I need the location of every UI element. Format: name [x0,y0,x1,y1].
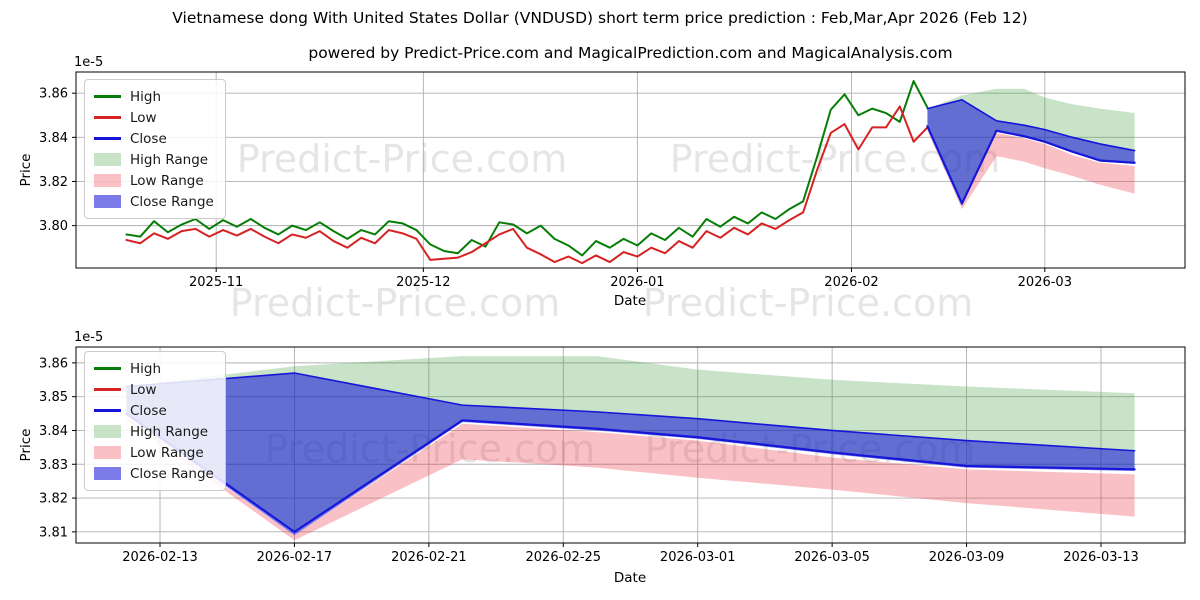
close-range-band [126,373,1135,536]
legend-line-swatch [94,388,121,391]
legend-patch-swatch [94,425,121,438]
legend-item-label: High Range [130,151,209,168]
chart-full-history-and-forecast: 2025-11 2025-12 2026-01 2026-02 2026-03 3.80 3… [18,55,1186,309]
legend-patch-swatch [94,195,121,208]
legend-item-close: Close [94,128,214,149]
y-axis-offset-label: 1e-5 [74,55,103,70]
legend-item-label: Close Range [130,193,214,210]
close-range-upper-line [125,372,1136,452]
plot-border [75,71,1186,269]
legend-item-label: Low [130,109,157,126]
y-tick-label: 3.86 [39,87,68,102]
legend-patch-swatch [94,467,121,480]
y-tick-label: 3.85 [39,390,68,405]
y-tick-label: 3.84 [39,424,68,439]
legend-top-chart: High Low Close High Range Low Range Close Ran… [84,79,226,219]
date-axis-label: Date [614,570,646,586]
y-tick-label: 3.81 [39,525,68,540]
close-range-band [927,99,1135,206]
legend-item-label: Low Range [130,172,204,189]
legend-item-label: High [130,360,162,377]
close-forecast-line [926,125,1136,205]
close-range-upper-line [926,99,1136,152]
legend-patch-swatch [94,174,121,187]
x-tick-label: 2026-03-09 [929,550,1005,565]
figure-title: Vietnamese dong With United States Dolla… [172,9,1028,27]
x-tick-label: 2026-01 [610,275,664,290]
x-tick-label: 2026-03-05 [794,550,870,565]
watermark-text: Predict-Price.com [230,281,561,325]
legend-item-high: High [94,358,214,379]
legend-item-close-range: Close Range [94,191,214,212]
legend-patch-swatch [94,446,121,459]
plot-border [75,346,1186,544]
legend-item-low: Low [94,107,214,128]
y-tick-label: 3.86 [39,356,68,371]
legend-item-high: High [94,86,214,107]
legend-line-swatch [94,137,121,140]
x-tick-label: 2026-03-13 [1063,550,1139,565]
watermark-text: Predict-Price.com [643,281,974,325]
legend-item-label: Low [130,381,157,398]
legend-item-label: Close Range [130,465,214,482]
figure-subtitle: powered by Predict-Price.com and Magical… [308,44,953,62]
legend-item-label: Close [130,130,167,147]
legend-item-low-range: Low Range [94,170,214,191]
legend-item-label: High Range [130,423,209,440]
legend-item-high-range: High Range [94,421,214,442]
legend-line-swatch [94,95,121,98]
legend-item-label: Close [130,402,167,419]
x-tick-label: 2026-02 [824,275,878,290]
x-tick-label: 2025-12 [396,275,450,290]
close-forecast-line [125,412,1136,533]
chart-forecast-detail: 2026-02-13 2026-02-17 2026-02-21 2026-02-25… [18,330,1186,586]
x-tick-label: 2026-02-25 [526,550,602,565]
x-tick-label: 2026-02-13 [122,550,198,565]
legend-item-high-range: High Range [94,149,214,170]
legend-line-swatch [94,116,121,119]
y-tick-label: 3.82 [39,492,68,507]
legend-line-swatch [94,367,121,370]
legend-item-label: Low Range [130,444,204,461]
legend-bottom-chart: High Low Close High Range Low Range Close Ran… [84,351,226,491]
price-axis-label: Price [18,429,34,462]
legend-line-swatch [94,409,121,412]
y-tick-label: 3.84 [39,131,68,146]
low-range-band [927,128,1135,210]
y-axis-offset-label: 1e-5 [74,330,103,345]
x-tick-label: 2026-03-01 [660,550,736,565]
legend-item-label: High [130,88,162,105]
low-line [125,105,929,265]
legend-patch-swatch [94,153,121,166]
watermark-text: Predict-Price.com [237,137,568,181]
y-tick-label: 3.82 [39,175,68,190]
price-axis-label: Price [18,154,34,187]
high-line [125,80,929,257]
low-range-band [126,416,1135,541]
y-tick-label: 3.83 [39,458,68,473]
x-tick-label: 2026-02-17 [257,550,333,565]
legend-item-close-range: Close Range [94,463,214,484]
x-tick-label: 2025-11 [189,275,243,290]
y-tick-label: 3.80 [39,219,68,234]
x-tick-label: 2026-03 [1018,275,1072,290]
legend-item-low: Low [94,379,214,400]
date-axis-label: Date [614,293,646,309]
legend-item-low-range: Low Range [94,442,214,463]
x-tick-label: 2026-02-21 [391,550,467,565]
legend-item-close: Close [94,400,214,421]
